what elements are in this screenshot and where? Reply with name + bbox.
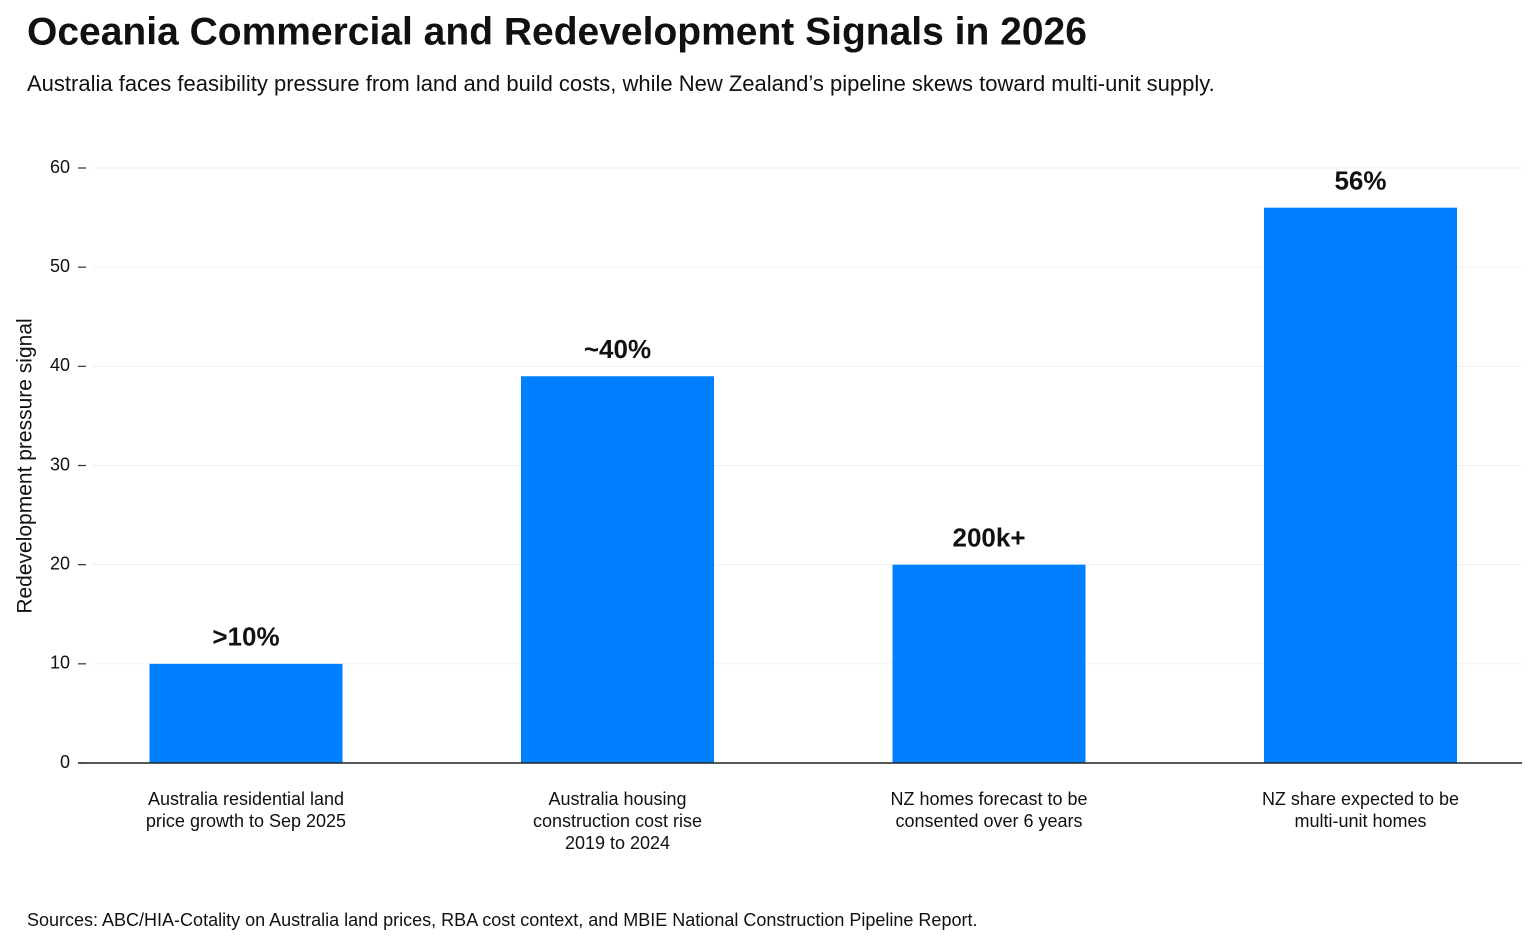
y-tick-label: 10: [50, 653, 70, 673]
y-axis-label: Redevelopment pressure signal: [14, 318, 37, 613]
y-tick-label: 40: [50, 355, 70, 375]
y-tick-label: 50: [50, 256, 70, 276]
bar: [892, 564, 1086, 763]
y-tick-label: 0: [60, 752, 70, 772]
x-tick-label: Australia residential land: [148, 789, 344, 809]
x-tick-label: NZ homes forecast to be: [890, 789, 1087, 809]
value-label: 56%: [1334, 166, 1386, 196]
bar: [521, 376, 714, 763]
chart-subtitle: Australia faces feasibility pressure fro…: [27, 71, 1215, 96]
bar: [1264, 207, 1457, 763]
x-tick-label: 2019 to 2024: [565, 833, 670, 853]
x-tick-label: construction cost rise: [533, 811, 702, 831]
value-label: ~40%: [584, 334, 651, 364]
x-tick-label: multi-unit homes: [1294, 811, 1426, 831]
y-tick-label: 30: [50, 454, 70, 474]
x-tick-label: Australia housing: [548, 789, 686, 809]
value-label: >10%: [212, 622, 279, 652]
x-tick-label: NZ share expected to be: [1262, 789, 1459, 809]
x-tick-label: price growth to Sep 2025: [146, 811, 346, 831]
x-tick-label: consented over 6 years: [895, 811, 1082, 831]
y-tick-label: 20: [50, 553, 70, 573]
source-note: Sources: ABC/HIA-Cotality on Australia l…: [27, 910, 977, 930]
chart-title: Oceania Commercial and Redevelopment Sig…: [27, 10, 1087, 53]
bar: [149, 663, 343, 763]
value-label: 200k+: [952, 523, 1025, 553]
y-tick-label: 60: [50, 157, 70, 177]
